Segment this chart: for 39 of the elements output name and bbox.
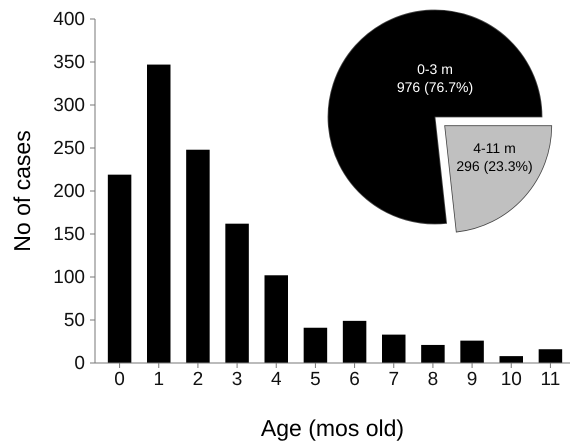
bar (304, 328, 328, 363)
x-tick-label: 1 (153, 369, 164, 390)
slice-label: 4-11 m (473, 140, 516, 156)
y-tick-label: 100 (53, 267, 85, 288)
x-tick-label: 7 (388, 369, 400, 390)
y-tick-label: 0 (74, 353, 85, 374)
x-tick-label: 2 (192, 369, 204, 390)
bar (382, 334, 406, 363)
x-tick-label: 3 (232, 369, 242, 390)
x-axis-title: Age (mos old) (260, 415, 404, 441)
bar (460, 340, 484, 363)
y-tick-label: 50 (64, 310, 85, 332)
data-label: 296 (23.3%) (456, 158, 533, 174)
x-tick-label: 11 (540, 369, 560, 390)
y-tick-label: 200 (53, 181, 85, 202)
y-tick-label: 150 (53, 224, 85, 246)
x-tick-label: 6 (349, 369, 360, 390)
bar (421, 344, 445, 363)
slice-label: 0-3 m (417, 61, 453, 78)
bar (147, 64, 170, 363)
bar (225, 224, 249, 363)
x-tick-label: 0 (114, 369, 125, 390)
x-tick-label: 4 (270, 369, 282, 390)
bar (108, 174, 132, 363)
bar (186, 150, 210, 363)
data-label: 976 (76.7%) (396, 79, 474, 96)
x-tick-label: 8 (428, 369, 438, 390)
bar (342, 320, 366, 363)
bar (538, 349, 562, 363)
bar (264, 275, 288, 363)
x-tick-label: 5 (310, 369, 321, 390)
x-tick-label: 9 (466, 369, 478, 390)
bar (500, 356, 523, 363)
y-tick-label: 400 (53, 9, 85, 30)
y-tick-label: 250 (53, 138, 85, 160)
y-tick-label: 350 (53, 52, 85, 74)
y-axis-title: No of cases (9, 130, 35, 252)
x-tick-label: 10 (500, 369, 522, 390)
y-tick-label: 300 (53, 95, 85, 116)
